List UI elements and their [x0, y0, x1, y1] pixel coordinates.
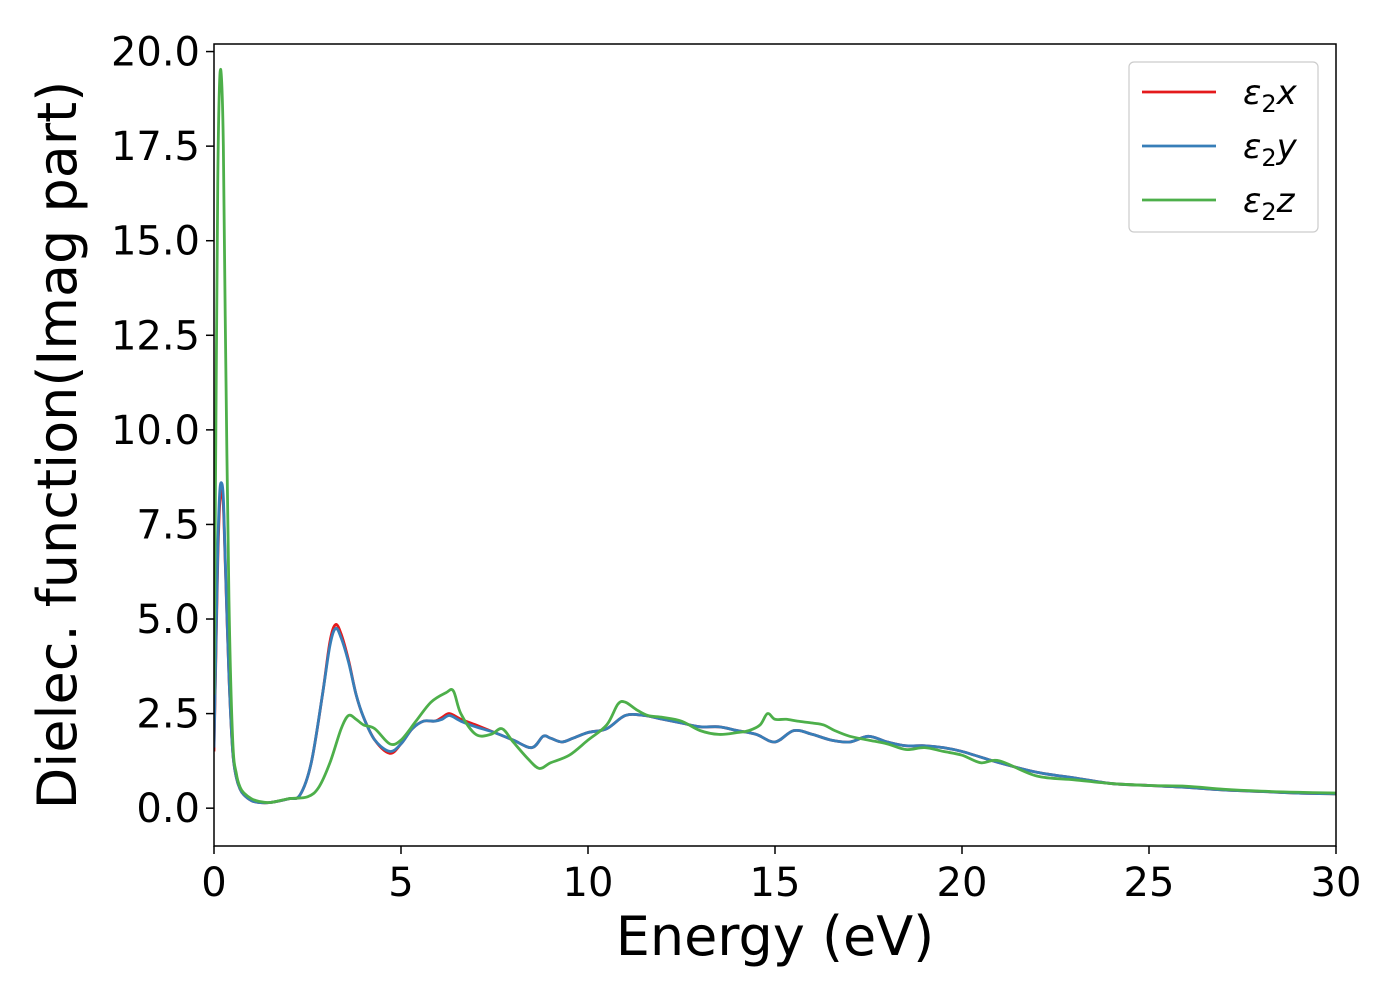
legend-label-y: ε2y [1243, 127, 1298, 172]
series-line-y [214, 481, 1336, 805]
series-line-z [214, 67, 1336, 805]
x-axis-label: Energy (eV) [616, 905, 935, 968]
y-axis-label: Dielec. function(Imag part) [26, 81, 89, 810]
y-tick-label: 0.0 [136, 786, 200, 832]
x-tick-label: 0 [201, 860, 226, 906]
legend-label-z: ε2z [1243, 181, 1296, 226]
y-tick-label: 17.5 [111, 124, 200, 170]
y-tick-label: 2.5 [136, 692, 200, 738]
y-tick-label: 5.0 [136, 597, 200, 643]
y-axis-ticks: 0.0 2.5 5.0 7.5 10.0 12.5 15.0 17.5 20.0 [111, 30, 214, 832]
y-tick-label: 7.5 [136, 502, 200, 548]
legend-label-x: ε2x [1243, 73, 1298, 118]
y-tick-label: 12.5 [111, 313, 200, 359]
x-tick-label: 10 [563, 860, 614, 906]
legend-box [1128, 61, 1319, 233]
y-tick-label: 20.0 [111, 30, 200, 76]
x-tick-label: 30 [1311, 860, 1362, 906]
series-layer [214, 67, 1336, 805]
x-tick-label: 20 [937, 860, 988, 906]
x-axis-ticks: 0 5 10 15 20 25 30 [201, 846, 1361, 906]
x-tick-label: 15 [750, 860, 801, 906]
x-tick-label: 5 [388, 860, 413, 906]
x-tick-label: 25 [1124, 860, 1175, 906]
y-tick-label: 10.0 [111, 408, 200, 454]
legend: ε2x ε2y ε2z [1128, 61, 1319, 233]
y-tick-label: 15.0 [111, 219, 200, 265]
